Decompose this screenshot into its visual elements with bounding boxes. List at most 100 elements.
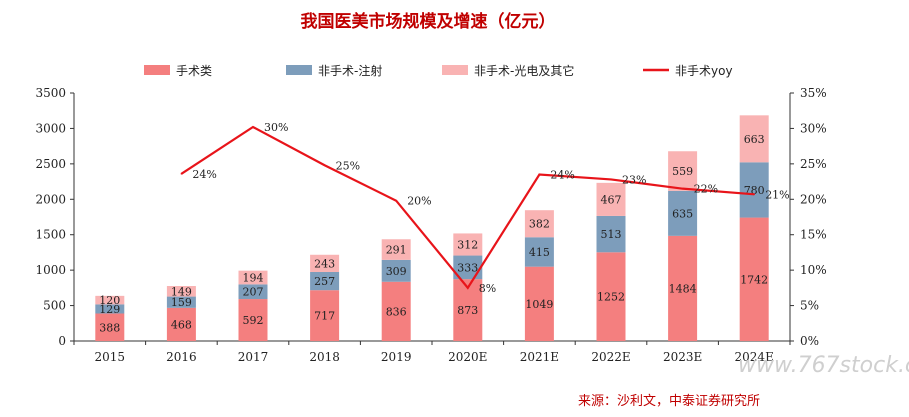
bar-photo: [166, 286, 196, 297]
x-tick-label: 2017: [238, 350, 269, 364]
data-label: 382: [529, 218, 550, 231]
data-label: 873: [457, 304, 478, 317]
y-right-tick-label: 5%: [800, 299, 819, 313]
data-label: 309: [386, 265, 407, 278]
y-left-tick-label: 2000: [35, 192, 66, 206]
y-right-tick-label: 0%: [800, 334, 819, 348]
data-label: 333: [457, 261, 478, 274]
bar-photo: [739, 115, 769, 163]
data-label: 149: [171, 285, 192, 298]
bar-injection: [95, 304, 125, 314]
data-label: 243: [314, 257, 335, 270]
bar-injection: [739, 162, 769, 218]
bar-photo: [310, 254, 340, 272]
data-label: 592: [243, 314, 264, 327]
legend: 手术类 非手术-注射 非手术-光电及其它 非手术yoy: [144, 63, 733, 78]
yoy-label: 21%: [765, 188, 789, 201]
x-tick-label: 2024E: [735, 350, 774, 364]
yoy-point: [467, 287, 469, 289]
data-label: 1049: [525, 298, 553, 311]
bar-photo: [95, 295, 125, 305]
yoy-label: 8%: [479, 282, 496, 295]
y-right-tick-label: 20%: [800, 192, 827, 206]
yoy-label: 25%: [336, 159, 360, 172]
yoy-point: [610, 178, 612, 181]
data-label: 207: [243, 286, 264, 299]
data-label: 159: [171, 296, 192, 309]
data-label: 312: [457, 238, 478, 251]
x-tick-label: 2023E: [663, 350, 702, 364]
bar-surgical: [166, 307, 196, 341]
data-label: 663: [744, 133, 765, 146]
watermark: www.767stock.com: [738, 353, 909, 378]
y-left-tick-label: 3500: [35, 86, 66, 100]
data-label: 467: [601, 193, 622, 206]
data-label: 559: [672, 165, 693, 178]
legend-label: 非手术-注射: [318, 63, 382, 78]
x-tick-label: 2016: [166, 350, 197, 364]
bar-injection: [453, 255, 483, 280]
bar-surgical: [381, 281, 411, 341]
yoy-point: [180, 172, 183, 175]
bar-surgical: [524, 266, 554, 341]
bar-photo: [596, 182, 626, 216]
chart-title: 我国医美市场规模及增速（亿元）: [301, 11, 556, 32]
data-label: 388: [99, 321, 120, 334]
x-tick-label: 2020E: [448, 350, 487, 364]
source-note: 来源：沙利文，中泰证券研究所: [578, 393, 760, 409]
y-left-tick-label: 3000: [35, 121, 66, 135]
yoy-label: 22%: [694, 183, 718, 196]
data-label: 468: [171, 318, 192, 331]
bar-injection: [238, 284, 268, 300]
bar-photo: [524, 210, 554, 238]
x-tick-label: 2015: [95, 350, 126, 364]
data-label: 194: [243, 272, 264, 285]
yoy-label: 24%: [550, 168, 574, 181]
axes: 0 500 1000 1500 2000 2500 3000 3500 0% 5% 10% 15% 20…: [35, 86, 826, 364]
data-label: 120: [99, 294, 120, 307]
legend-swatch: [442, 65, 468, 75]
bar-injection: [166, 296, 196, 308]
bar-injection: [596, 215, 626, 253]
legend-label: 手术类: [176, 64, 212, 78]
yoy-point: [252, 126, 254, 128]
bar-photo: [381, 239, 411, 260]
y-left-tick-label: 0: [58, 334, 66, 348]
yoy-point: [753, 193, 755, 196]
yoy-point: [395, 199, 398, 202]
bar-injection: [381, 259, 411, 282]
bar-injection: [524, 237, 554, 267]
yoy-point: [323, 164, 326, 167]
data-label: 513: [601, 228, 622, 241]
legend-label: 非手术-光电及其它: [474, 63, 574, 78]
y-left-tick-label: 500: [43, 299, 66, 313]
bar-surgical: [95, 313, 125, 341]
yoy-line: 24% 30% 25% 20% 8% 24% 23% 22% 21%: [180, 121, 790, 295]
y-right-tick-label: 30%: [800, 121, 827, 135]
bar-surgical: [310, 290, 340, 341]
x-tick-label: 2018: [309, 350, 340, 364]
bar-surgical: [596, 252, 626, 341]
y-left-tick-label: 1000: [35, 263, 66, 277]
data-label: 1252: [597, 291, 625, 304]
data-label: 257: [314, 275, 335, 288]
x-tick-label: 2022E: [591, 350, 630, 364]
data-label: 291: [386, 244, 407, 257]
data-label: 836: [386, 305, 407, 318]
y-left-tick-label: 1500: [35, 228, 66, 242]
legend-swatch: [144, 65, 170, 75]
bar-surgical: [668, 235, 698, 341]
x-tick-label: 2019: [381, 350, 412, 364]
data-label: 129: [99, 303, 120, 316]
y-right-tick-label: 25%: [800, 157, 827, 171]
legend-label: 非手术yoy: [675, 64, 733, 78]
yoy-point: [681, 187, 684, 190]
yoy-label: 24%: [192, 168, 216, 181]
bar-injection: [310, 271, 340, 291]
bar-surgical: [238, 299, 268, 341]
y-right-tick-label: 35%: [800, 86, 827, 100]
yoy-point: [538, 173, 541, 176]
y-right-tick-label: 15%: [800, 228, 827, 242]
